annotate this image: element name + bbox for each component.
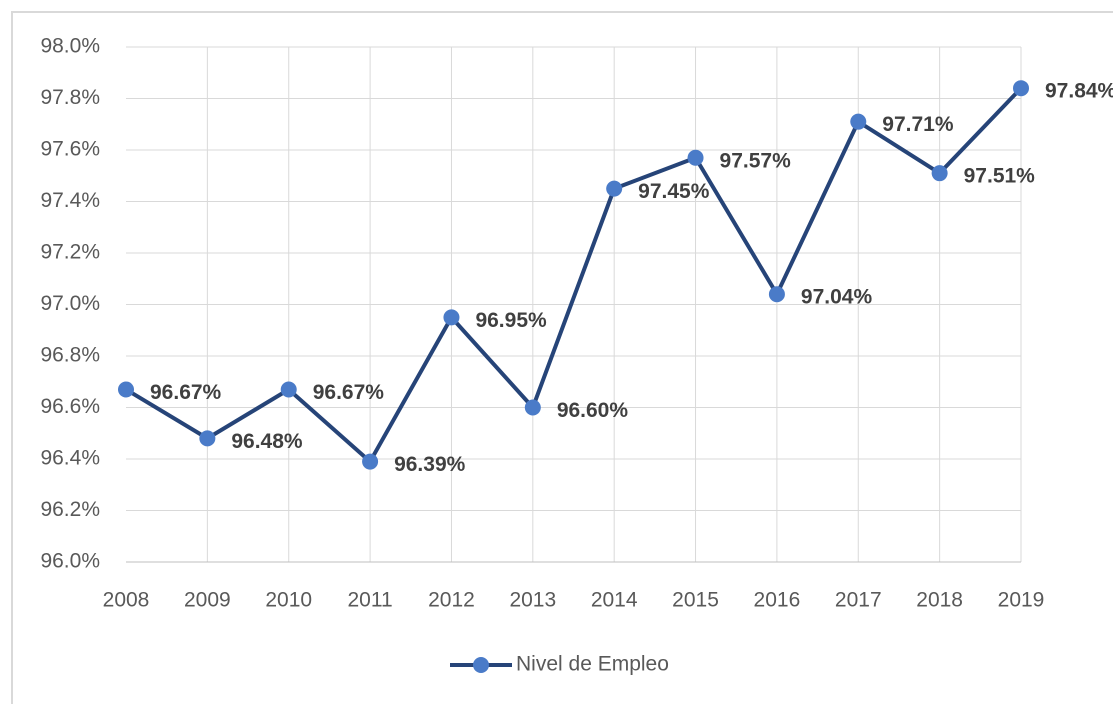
x-tick-label: 2012 — [428, 589, 475, 612]
y-tick-label: 98.0% — [40, 35, 100, 58]
y-tick-label: 97.8% — [40, 86, 100, 109]
x-tick-label: 2009 — [184, 589, 231, 612]
marker — [687, 149, 704, 166]
legend-marker — [473, 657, 489, 673]
x-tick-label: 2019 — [998, 589, 1045, 612]
data-label: 96.39% — [394, 453, 466, 476]
series-line — [124, 86, 1023, 464]
marker — [443, 309, 460, 326]
y-tick-label: 96.6% — [40, 395, 100, 418]
marker — [118, 381, 134, 398]
data-label: 97.84% — [1045, 80, 1113, 103]
x-tick-label: 2016 — [754, 589, 801, 612]
marker — [606, 180, 623, 197]
y-tick-label: 97.4% — [40, 189, 100, 212]
y-tick-label: 96.2% — [40, 498, 100, 521]
data-label: 96.67% — [150, 381, 222, 404]
y-tick-label: 96.0% — [40, 550, 100, 573]
data-label: 96.60% — [557, 399, 629, 422]
chart-frame — [11, 11, 1113, 704]
y-tick-label: 97.6% — [40, 138, 100, 161]
x-tick-label: 2018 — [916, 589, 963, 612]
y-tick-label: 96.8% — [40, 344, 100, 367]
data-label: 96.67% — [313, 381, 385, 404]
marker — [931, 165, 948, 182]
marker — [850, 113, 867, 130]
marker — [362, 453, 379, 470]
x-tick-label: 2015 — [672, 589, 719, 612]
marker — [768, 286, 785, 303]
data-label: 97.57% — [720, 149, 792, 172]
y-tick-label: 96.4% — [40, 447, 100, 470]
data-label: 97.45% — [638, 180, 710, 203]
x-tick-label: 2014 — [591, 589, 638, 612]
x-tick-label: 2010 — [265, 589, 312, 612]
x-tick-label: 2011 — [348, 589, 393, 612]
data-label: 96.95% — [475, 309, 547, 332]
marker — [1013, 80, 1029, 97]
x-tick-label: 2017 — [835, 589, 882, 612]
data-label: 97.71% — [882, 113, 954, 136]
marker — [280, 381, 297, 398]
data-label: 97.04% — [801, 286, 873, 309]
x-tick-label: 2013 — [509, 589, 556, 612]
marker — [524, 399, 541, 416]
x-tick-label: 2008 — [103, 589, 150, 612]
marker — [199, 430, 216, 447]
legend-label: Nivel de Empleo — [516, 653, 669, 676]
y-tick-label: 97.0% — [40, 292, 100, 315]
y-tick-label: 97.2% — [40, 241, 100, 264]
data-label: 97.51% — [964, 165, 1036, 188]
data-label: 96.48% — [231, 430, 303, 453]
